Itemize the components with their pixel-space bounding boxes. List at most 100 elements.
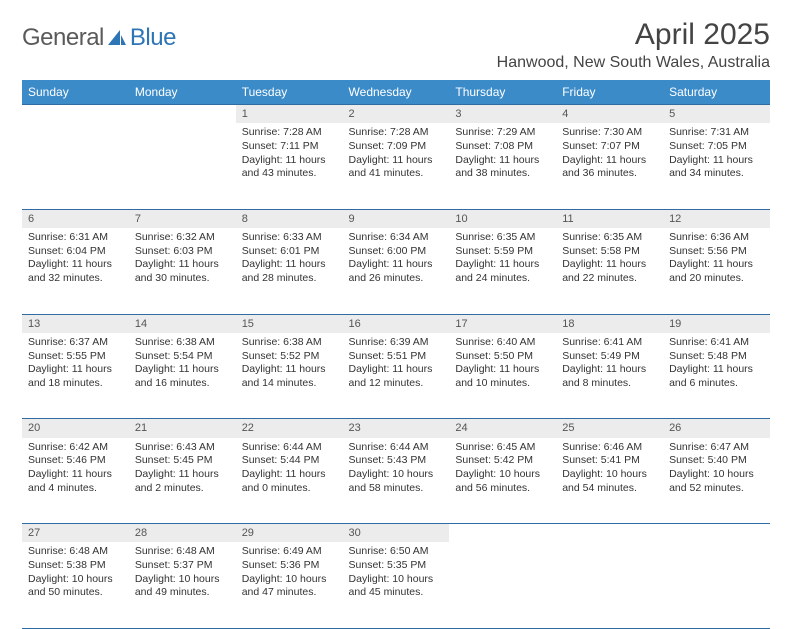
day-d2: and 6 minutes.	[669, 377, 764, 391]
day-number: 19	[669, 318, 681, 330]
logo-text-blue: Blue	[130, 24, 176, 52]
day-number-cell: 25	[556, 419, 663, 438]
day-d2: and 14 minutes.	[242, 377, 337, 391]
day-number-cell	[556, 524, 663, 543]
calendar-table: Sunday Monday Tuesday Wednesday Thursday…	[22, 80, 770, 629]
day-ss: Sunset: 7:09 PM	[349, 140, 444, 154]
day-sr: Sunrise: 6:42 AM	[28, 441, 123, 455]
day-header: Saturday	[663, 80, 770, 105]
day-number-row: 20212223242526	[22, 419, 770, 438]
day-number: 20	[28, 422, 40, 434]
day-number: 1	[242, 108, 248, 120]
day-ss: Sunset: 7:11 PM	[242, 140, 337, 154]
day-sr: Sunrise: 6:44 AM	[242, 441, 337, 455]
day-content-cell: Sunrise: 6:43 AMSunset: 5:45 PMDaylight:…	[129, 438, 236, 524]
day-content-cell: Sunrise: 6:47 AMSunset: 5:40 PMDaylight:…	[663, 438, 770, 524]
day-sr: Sunrise: 7:30 AM	[562, 126, 657, 140]
day-d1: Daylight: 11 hours	[135, 363, 230, 377]
day-sr: Sunrise: 6:43 AM	[135, 441, 230, 455]
day-sr: Sunrise: 6:48 AM	[28, 545, 123, 559]
day-d1: Daylight: 11 hours	[562, 258, 657, 272]
day-number-cell	[22, 105, 129, 124]
day-content-cell: Sunrise: 6:50 AMSunset: 5:35 PMDaylight:…	[343, 542, 450, 628]
day-d1: Daylight: 11 hours	[242, 154, 337, 168]
day-sr: Sunrise: 6:34 AM	[349, 231, 444, 245]
day-ss: Sunset: 7:08 PM	[455, 140, 550, 154]
day-header: Monday	[129, 80, 236, 105]
day-number-cell: 7	[129, 209, 236, 228]
day-d1: Daylight: 10 hours	[349, 573, 444, 587]
day-d1: Daylight: 11 hours	[349, 154, 444, 168]
day-sr: Sunrise: 6:38 AM	[242, 336, 337, 350]
month-title: April 2025	[497, 18, 770, 52]
day-number-cell	[449, 524, 556, 543]
day-number-cell: 20	[22, 419, 129, 438]
day-number-cell	[129, 105, 236, 124]
day-number: 16	[349, 318, 361, 330]
day-d2: and 2 minutes.	[135, 482, 230, 496]
day-content-cell: Sunrise: 6:39 AMSunset: 5:51 PMDaylight:…	[343, 333, 450, 419]
day-d2: and 18 minutes.	[28, 377, 123, 391]
day-d2: and 49 minutes.	[135, 586, 230, 600]
day-content-cell	[556, 542, 663, 628]
day-header: Wednesday	[343, 80, 450, 105]
day-ss: Sunset: 6:01 PM	[242, 245, 337, 259]
day-sr: Sunrise: 6:48 AM	[135, 545, 230, 559]
day-number: 18	[562, 318, 574, 330]
day-number: 24	[455, 422, 467, 434]
day-ss: Sunset: 5:40 PM	[669, 454, 764, 468]
day-ss: Sunset: 5:49 PM	[562, 350, 657, 364]
day-content-cell: Sunrise: 6:42 AMSunset: 5:46 PMDaylight:…	[22, 438, 129, 524]
day-d1: Daylight: 11 hours	[242, 363, 337, 377]
day-number-cell: 5	[663, 105, 770, 124]
day-number-cell: 10	[449, 209, 556, 228]
day-number: 21	[135, 422, 147, 434]
day-d1: Daylight: 11 hours	[669, 154, 764, 168]
day-number-cell: 1	[236, 105, 343, 124]
location: Hanwood, New South Wales, Australia	[497, 54, 770, 72]
day-content-cell: Sunrise: 6:34 AMSunset: 6:00 PMDaylight:…	[343, 228, 450, 314]
day-header: Friday	[556, 80, 663, 105]
day-content-cell: Sunrise: 6:46 AMSunset: 5:41 PMDaylight:…	[556, 438, 663, 524]
day-d1: Daylight: 10 hours	[349, 468, 444, 482]
day-d2: and 54 minutes.	[562, 482, 657, 496]
day-d2: and 20 minutes.	[669, 272, 764, 286]
day-sr: Sunrise: 6:31 AM	[28, 231, 123, 245]
day-number: 5	[669, 108, 675, 120]
day-number-cell: 15	[236, 314, 343, 333]
day-number-cell: 22	[236, 419, 343, 438]
day-number: 27	[28, 527, 40, 539]
day-d1: Daylight: 11 hours	[669, 258, 764, 272]
day-d2: and 32 minutes.	[28, 272, 123, 286]
day-content-cell: Sunrise: 7:28 AMSunset: 7:09 PMDaylight:…	[343, 123, 450, 209]
day-sr: Sunrise: 6:49 AM	[242, 545, 337, 559]
day-ss: Sunset: 5:35 PM	[349, 559, 444, 573]
day-sr: Sunrise: 6:44 AM	[349, 441, 444, 455]
day-content-row: Sunrise: 6:42 AMSunset: 5:46 PMDaylight:…	[22, 438, 770, 524]
day-content-row: Sunrise: 6:37 AMSunset: 5:55 PMDaylight:…	[22, 333, 770, 419]
day-sr: Sunrise: 6:32 AM	[135, 231, 230, 245]
day-number-cell: 16	[343, 314, 450, 333]
day-number-cell: 2	[343, 105, 450, 124]
day-d1: Daylight: 11 hours	[28, 363, 123, 377]
day-content-row: Sunrise: 7:28 AMSunset: 7:11 PMDaylight:…	[22, 123, 770, 209]
day-header-row: Sunday Monday Tuesday Wednesday Thursday…	[22, 80, 770, 105]
day-number: 23	[349, 422, 361, 434]
day-d1: Daylight: 11 hours	[28, 258, 123, 272]
day-d1: Daylight: 11 hours	[28, 468, 123, 482]
day-ss: Sunset: 5:46 PM	[28, 454, 123, 468]
day-number-cell: 24	[449, 419, 556, 438]
day-content-cell: Sunrise: 7:29 AMSunset: 7:08 PMDaylight:…	[449, 123, 556, 209]
day-number-cell	[663, 524, 770, 543]
day-ss: Sunset: 5:38 PM	[28, 559, 123, 573]
day-d2: and 43 minutes.	[242, 167, 337, 181]
day-number-row: 13141516171819	[22, 314, 770, 333]
day-number-cell: 29	[236, 524, 343, 543]
day-d2: and 8 minutes.	[562, 377, 657, 391]
day-number: 9	[349, 213, 355, 225]
day-number-cell: 17	[449, 314, 556, 333]
day-number-cell: 8	[236, 209, 343, 228]
day-sr: Sunrise: 6:50 AM	[349, 545, 444, 559]
day-content-cell: Sunrise: 6:35 AMSunset: 5:58 PMDaylight:…	[556, 228, 663, 314]
day-content-cell: Sunrise: 7:30 AMSunset: 7:07 PMDaylight:…	[556, 123, 663, 209]
